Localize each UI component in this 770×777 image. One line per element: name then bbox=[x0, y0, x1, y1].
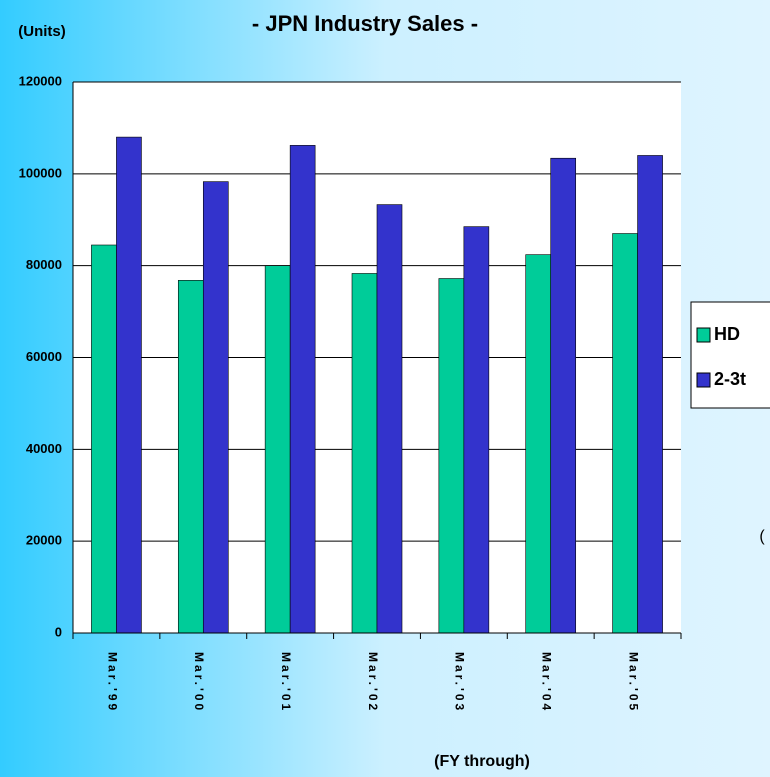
legend-label: HD bbox=[714, 324, 740, 344]
y-tick-label: 60000 bbox=[26, 349, 62, 364]
y-tick-label: 80000 bbox=[26, 257, 62, 272]
x-axis-label: (FY through) bbox=[434, 753, 530, 770]
y-tick-label: 20000 bbox=[26, 533, 62, 548]
y-tick-label: 40000 bbox=[26, 441, 62, 456]
x-tick-label: Mar.'00 bbox=[192, 652, 206, 713]
bar bbox=[438, 278, 465, 634]
legend-swatch bbox=[696, 372, 711, 388]
bar bbox=[264, 265, 291, 634]
y-tick-label: 100000 bbox=[19, 165, 62, 180]
legend-box bbox=[690, 301, 770, 409]
x-tick-label: Mar.'01 bbox=[279, 652, 293, 713]
bar bbox=[525, 254, 552, 634]
bar bbox=[550, 157, 577, 634]
bar bbox=[202, 181, 229, 634]
y-tick-label: 0 bbox=[55, 624, 62, 639]
bar bbox=[116, 136, 142, 634]
x-tick-label: Mar.'04 bbox=[540, 652, 554, 713]
legend-swatch bbox=[696, 327, 711, 343]
bar bbox=[637, 155, 663, 634]
y-tick-label: 120000 bbox=[19, 73, 62, 88]
chart-title: - JPN Industry Sales - bbox=[252, 11, 478, 36]
y-axis-label: (Units) bbox=[18, 23, 66, 40]
annotation: ( bbox=[759, 528, 765, 545]
x-tick-label: Mar.'99 bbox=[105, 652, 119, 713]
legend-label: 2-3t bbox=[714, 369, 746, 389]
x-tick-label: Mar.'02 bbox=[366, 652, 380, 713]
bar bbox=[177, 280, 204, 634]
bar bbox=[351, 273, 378, 634]
bar bbox=[91, 244, 117, 634]
bar bbox=[376, 204, 403, 634]
x-tick-label: Mar.'05 bbox=[626, 652, 640, 713]
x-tick-label: Mar.'03 bbox=[453, 652, 467, 713]
bar bbox=[463, 226, 490, 634]
bar bbox=[289, 145, 316, 634]
bar bbox=[612, 233, 638, 634]
